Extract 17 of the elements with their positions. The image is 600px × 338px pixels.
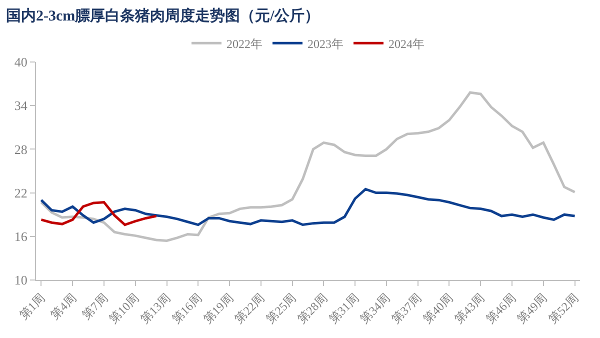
legend-label: 2023年 [308,36,344,51]
line-series [40,188,576,226]
chart-title: 国内2-3cm膘厚白条猪肉周度走势图（元/公斤） [6,6,320,25]
y-tick-label: 28 [14,142,28,157]
x-tick-label: 第1周 [16,290,48,322]
x-tick-label: 第7周 [79,290,110,322]
legend-label: 2022年 [226,36,262,51]
x-tick-label: 第4周 [48,290,79,322]
y-tick-label: 16 [14,228,28,244]
line-series [40,91,576,242]
line-series [40,201,158,226]
y-tick-label: 34 [14,98,28,114]
y-tick-label: 40 [14,54,28,70]
y-tick-label: 10 [14,272,28,288]
x-tick-label: 第52周 [546,290,582,326]
y-tick-label: 22 [14,185,28,200]
legend-label: 2024年 [388,36,424,51]
